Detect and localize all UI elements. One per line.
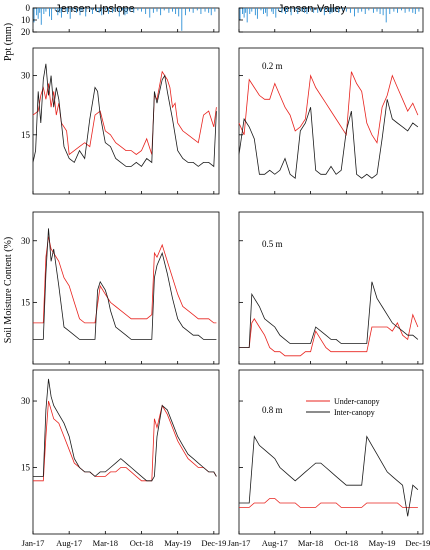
y-tick-label: 15 (21, 463, 31, 473)
panel-precip-valley (238, 7, 424, 33)
series-inter-canopy (33, 228, 217, 340)
title-upslope: Jensen-Upslope (55, 3, 135, 15)
y-tick-label: 30 (21, 396, 31, 406)
panel-valley-0.2m (238, 47, 424, 195)
x-tick-label: Mar-18 (93, 538, 118, 548)
plot-frame (32, 211, 220, 365)
legend: Under-canopy Inter-canopy (306, 397, 380, 417)
series-inter-canopy (238, 99, 419, 179)
x-tick-label: Jan-17 (22, 538, 45, 548)
y-tick-label: 15 (21, 297, 31, 307)
x-tick-label: Oct-18 (130, 538, 154, 548)
title-valley: Jensen-Valley (278, 3, 347, 15)
x-tick-label: Dec-19 (201, 538, 226, 548)
plot-frame (32, 47, 220, 195)
series-under-canopy (239, 313, 419, 357)
plot-frame (238, 369, 424, 535)
series-under-canopy (32, 70, 217, 156)
x-tick-label: May-19 (369, 538, 396, 548)
legend-label-under: Under-canopy (334, 397, 380, 406)
y-tick-label: 30 (21, 236, 31, 246)
series-under-canopy (239, 498, 418, 508)
series-under-canopy (238, 71, 419, 144)
series-inter-canopy (32, 63, 217, 168)
y-tick-label: 15 (21, 130, 31, 140)
panel-valley-0.8m (238, 369, 424, 535)
plot-frame (32, 369, 220, 535)
x-tick-label: Aug-17 (56, 538, 82, 548)
y-tick-label: 20 (21, 27, 31, 37)
x-tick-label: Jan-17 (228, 538, 251, 548)
series-inter-canopy (239, 435, 419, 517)
x-tick-label: Mar-18 (298, 538, 323, 548)
panel-valley-0.5m (238, 211, 424, 365)
y-tick-label: 10 (21, 15, 31, 25)
series-under-canopy (33, 400, 217, 482)
y-tick-label: 30 (21, 71, 31, 81)
soil-moisture-axis-label: Soil Moisture Content (%) (3, 237, 14, 343)
x-tick-label: Oct-18 (335, 538, 359, 548)
plot-frame (238, 211, 424, 365)
series-inter-canopy (239, 281, 419, 349)
y-tick-label: 0 (26, 3, 31, 13)
x-tick-label: Aug-17 (262, 538, 288, 548)
panel-precip-upslope: 0 10 20 (21, 3, 220, 37)
depth-label-0-8: 0.8 m (262, 405, 283, 415)
depth-label-0-2: 0.2 m (262, 61, 283, 71)
precip-axis-label: Ppt (mm) (3, 23, 14, 61)
plot-frame (238, 47, 424, 195)
series-under-canopy (33, 236, 217, 324)
x-tick-label: Dec-19 (405, 538, 430, 548)
legend-label-inter: Inter-canopy (334, 408, 375, 417)
depth-label-0-5: 0.5 m (262, 239, 283, 249)
series-inter-canopy (33, 378, 217, 482)
x-tick-label: May-19 (164, 538, 191, 548)
